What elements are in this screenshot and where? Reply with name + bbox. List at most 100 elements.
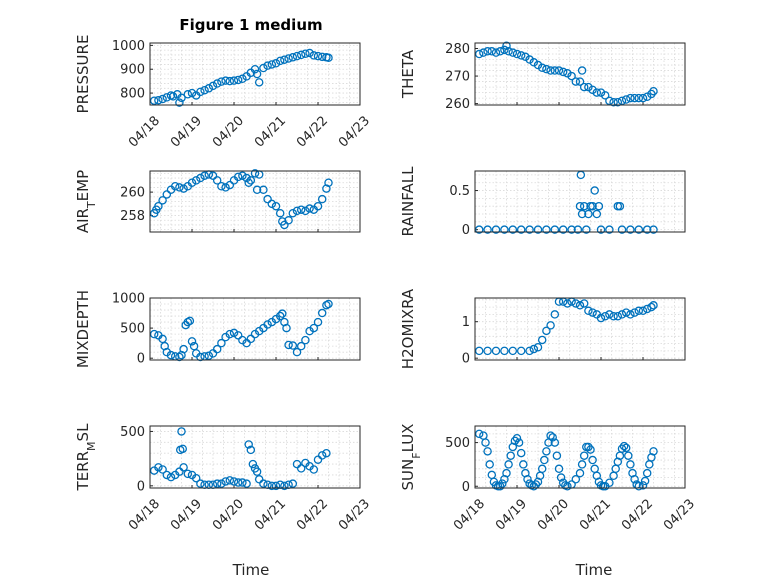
data-point	[158, 196, 167, 205]
y-tick-label: 258	[120, 209, 145, 224]
data-point	[170, 181, 180, 191]
data-point	[233, 75, 243, 85]
data-point	[504, 47, 513, 56]
data-point	[500, 45, 509, 55]
data-point	[177, 427, 186, 436]
data-point	[296, 341, 306, 351]
data-point	[621, 308, 631, 317]
data-point	[177, 93, 186, 103]
data-point	[250, 64, 260, 74]
data-point	[196, 87, 205, 97]
data-point	[158, 465, 167, 474]
data-point	[322, 448, 331, 458]
data-point	[617, 96, 627, 106]
data-point	[592, 88, 602, 97]
axes-box	[149, 425, 361, 489]
data-point	[225, 180, 235, 190]
data-point	[523, 475, 532, 484]
data-point	[540, 455, 549, 465]
data-point	[233, 172, 243, 182]
data-point	[284, 54, 293, 63]
data-point	[275, 311, 285, 321]
data-point	[621, 95, 631, 104]
data-point	[615, 201, 625, 211]
axes-background	[475, 171, 685, 232]
data-point	[212, 79, 222, 88]
data-point	[185, 316, 195, 326]
y-tick-label: 280	[445, 42, 470, 57]
data-point	[638, 306, 648, 316]
data-point	[563, 69, 572, 78]
data-point	[474, 429, 484, 439]
data-point	[605, 225, 614, 234]
data-point	[596, 313, 606, 323]
data-point	[305, 204, 314, 213]
data-point	[296, 205, 306, 214]
data-point	[584, 209, 593, 219]
data-point	[179, 463, 188, 472]
data-point	[301, 206, 310, 216]
data-point	[474, 225, 484, 234]
data-point	[317, 52, 327, 62]
data-point	[571, 475, 581, 484]
data-point	[605, 96, 614, 106]
data-point	[149, 329, 159, 339]
data-point	[634, 306, 644, 316]
data-point	[586, 445, 595, 454]
data-point	[252, 185, 262, 195]
data-point	[546, 431, 555, 440]
data-point	[178, 444, 188, 454]
data-point	[221, 76, 230, 85]
data-point	[242, 173, 251, 183]
subplot-6: 0 1 H2OMIXRA	[399, 288, 686, 369]
y-tick-label: 0	[462, 223, 470, 238]
data-point	[630, 308, 639, 317]
data-point	[217, 479, 226, 488]
data-point	[550, 310, 560, 319]
subplot-4: 0 0.5 RAINFALL	[399, 166, 686, 238]
data-point	[292, 51, 302, 61]
data-point	[183, 90, 193, 99]
y-tick-label: 500	[120, 322, 145, 337]
data-point	[284, 216, 293, 225]
data-point	[521, 52, 530, 62]
y-tick-label: 800	[120, 87, 145, 102]
data-point	[502, 468, 511, 478]
data-point	[529, 482, 539, 491]
data-point	[546, 66, 555, 75]
data-point	[179, 184, 188, 193]
data-point	[485, 460, 494, 469]
data-point	[313, 455, 323, 464]
axes-box	[474, 170, 686, 233]
data-point	[208, 81, 218, 91]
data-point	[525, 225, 534, 234]
data-point	[563, 299, 572, 308]
data-point	[154, 95, 163, 105]
data-point	[506, 451, 515, 460]
y-tick-label: 900	[120, 63, 145, 78]
data-point	[483, 346, 492, 356]
data-point	[212, 344, 222, 354]
data-point	[187, 337, 197, 346]
data-point	[529, 344, 539, 354]
data-point	[592, 209, 602, 219]
data-point	[233, 478, 243, 487]
data-point	[649, 301, 658, 310]
data-point	[481, 438, 490, 447]
data-point	[533, 342, 543, 352]
data-point	[512, 433, 522, 443]
data-point	[550, 438, 560, 447]
data-point	[605, 310, 614, 319]
data-points	[474, 429, 658, 491]
data-point	[567, 225, 576, 234]
data-point	[642, 225, 652, 234]
data-point	[246, 176, 256, 185]
data-points	[474, 297, 658, 356]
data-point	[577, 66, 587, 75]
data-point	[542, 225, 551, 234]
data-point	[221, 183, 230, 192]
data-point	[229, 76, 239, 85]
data-points	[474, 170, 658, 234]
data-point	[516, 51, 526, 60]
data-point	[244, 440, 253, 449]
